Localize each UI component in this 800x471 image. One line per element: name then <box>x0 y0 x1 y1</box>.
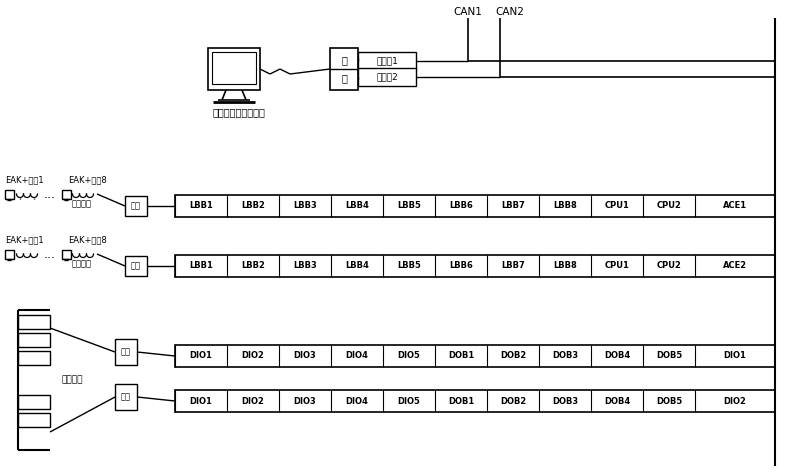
Text: EAK+磁头8: EAK+磁头8 <box>68 236 106 244</box>
Text: DOB3: DOB3 <box>552 397 578 406</box>
Text: LBB6: LBB6 <box>449 202 473 211</box>
Text: DOB4: DOB4 <box>604 351 630 360</box>
Text: EAK+磁头8: EAK+磁头8 <box>68 176 106 185</box>
Text: 换: 换 <box>341 73 347 83</box>
Bar <box>175 255 775 277</box>
Text: LBB2: LBB2 <box>241 261 265 270</box>
Text: CPU2: CPU2 <box>657 261 682 270</box>
Text: CPU2: CPU2 <box>657 202 682 211</box>
Text: 隔离: 隔离 <box>121 348 131 357</box>
Bar <box>175 345 775 367</box>
Text: CAN1: CAN1 <box>454 7 482 17</box>
Text: LBB4: LBB4 <box>345 202 369 211</box>
Text: DOB1: DOB1 <box>448 351 474 360</box>
Bar <box>18 395 50 409</box>
Text: DIO2: DIO2 <box>242 351 265 360</box>
Text: 计轴电缆: 计轴电缆 <box>72 200 92 209</box>
Text: 控监机1: 控监机1 <box>376 57 398 65</box>
Bar <box>125 196 147 216</box>
Text: EAK+磁头1: EAK+磁头1 <box>5 236 44 244</box>
Text: DIO2: DIO2 <box>242 397 265 406</box>
Text: ACE2: ACE2 <box>723 261 747 270</box>
Text: LBB3: LBB3 <box>293 202 317 211</box>
Bar <box>115 339 137 365</box>
Bar <box>18 333 50 347</box>
Text: LBB6: LBB6 <box>449 261 473 270</box>
Text: LBB5: LBB5 <box>397 202 421 211</box>
Text: DOB4: DOB4 <box>604 397 630 406</box>
Bar <box>330 48 358 90</box>
Text: LBB2: LBB2 <box>241 202 265 211</box>
Bar <box>18 315 50 329</box>
Bar <box>212 52 256 84</box>
Text: LBB7: LBB7 <box>501 261 525 270</box>
Text: DIO5: DIO5 <box>398 351 421 360</box>
Text: LBB3: LBB3 <box>293 261 317 270</box>
Text: LBB1: LBB1 <box>189 261 213 270</box>
Text: LBB4: LBB4 <box>345 261 369 270</box>
Bar <box>18 351 50 365</box>
Text: 隔离: 隔离 <box>121 392 131 401</box>
Bar <box>18 413 50 427</box>
Text: ...: ... <box>44 247 56 260</box>
Bar <box>115 384 137 410</box>
Text: DOB2: DOB2 <box>500 397 526 406</box>
Text: DIO3: DIO3 <box>294 351 316 360</box>
Text: LBB8: LBB8 <box>553 202 577 211</box>
Text: DOB5: DOB5 <box>656 351 682 360</box>
Text: LBB1: LBB1 <box>189 202 213 211</box>
Text: 防尘: 防尘 <box>131 261 141 270</box>
Bar <box>358 68 416 86</box>
Text: LBB7: LBB7 <box>501 202 525 211</box>
Bar <box>208 48 260 90</box>
Text: CPU1: CPU1 <box>605 202 630 211</box>
Text: DIO5: DIO5 <box>398 397 421 406</box>
Text: DOB5: DOB5 <box>656 397 682 406</box>
Text: 继电器柜: 继电器柜 <box>62 375 82 384</box>
Text: CPU1: CPU1 <box>605 261 630 270</box>
Text: DIO1: DIO1 <box>190 351 213 360</box>
Bar <box>125 256 147 276</box>
Text: DIO1: DIO1 <box>723 351 746 360</box>
Text: 计轴电缆: 计轴电缆 <box>72 260 92 268</box>
Bar <box>175 390 775 412</box>
Text: 控监机2: 控监机2 <box>376 73 398 81</box>
Text: DIO3: DIO3 <box>294 397 316 406</box>
Text: DOB2: DOB2 <box>500 351 526 360</box>
Text: CAN2: CAN2 <box>495 7 525 17</box>
Text: DIO1: DIO1 <box>190 397 213 406</box>
Text: DOB3: DOB3 <box>552 351 578 360</box>
Text: 防尘: 防尘 <box>131 202 141 211</box>
Bar <box>175 195 775 217</box>
Text: 切: 切 <box>341 55 347 65</box>
Bar <box>62 250 71 259</box>
Text: EAK+磁头1: EAK+磁头1 <box>5 176 44 185</box>
Bar <box>62 190 71 199</box>
Text: 控制台显示按鈕操作: 控制台显示按鈕操作 <box>213 107 266 117</box>
Bar <box>5 190 14 199</box>
Text: ACE1: ACE1 <box>723 202 747 211</box>
Text: DIO2: DIO2 <box>723 397 746 406</box>
Text: ...: ... <box>44 187 56 201</box>
Text: DOB1: DOB1 <box>448 397 474 406</box>
Text: LBB5: LBB5 <box>397 261 421 270</box>
Text: DIO4: DIO4 <box>346 351 369 360</box>
Bar <box>358 52 416 70</box>
Text: DIO4: DIO4 <box>346 397 369 406</box>
Bar <box>5 250 14 259</box>
Text: LBB8: LBB8 <box>553 261 577 270</box>
